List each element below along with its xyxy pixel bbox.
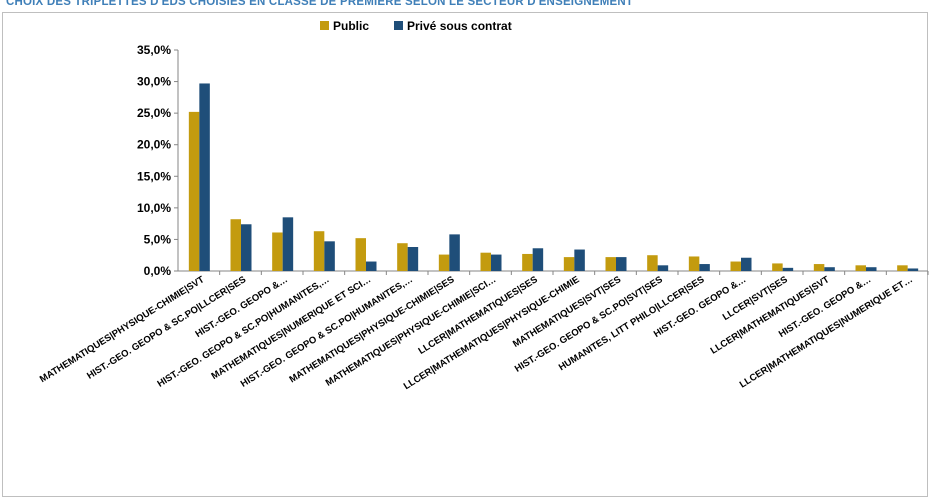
bar-prive-0 xyxy=(199,83,210,271)
bar-prive-14 xyxy=(782,267,794,271)
bar-public-7 xyxy=(480,252,491,271)
bar-prive-13 xyxy=(741,257,752,271)
bar-public-15 xyxy=(813,264,825,271)
bar-prive-5 xyxy=(407,247,419,271)
bar-public-2 xyxy=(272,232,283,271)
chart-frame xyxy=(2,12,928,497)
bar-prive-7 xyxy=(491,254,502,271)
bar-public-8 xyxy=(522,253,533,271)
legend-swatch-prive xyxy=(394,21,403,30)
bar-public-16 xyxy=(855,265,866,271)
bar-prive-3 xyxy=(324,241,335,271)
bar-public-12 xyxy=(688,256,700,271)
bar-public-1 xyxy=(230,219,241,271)
legend-label-public: Public xyxy=(333,19,369,33)
bar-public-14 xyxy=(772,263,783,271)
bar-prive-1 xyxy=(241,224,252,271)
bar-public-5 xyxy=(397,243,408,271)
bar-public-11 xyxy=(647,255,658,271)
bar-prive-2 xyxy=(282,217,294,271)
bar-public-13 xyxy=(730,261,741,271)
bar-public-0 xyxy=(188,111,200,271)
y-tick-label: 15,0% xyxy=(137,169,171,183)
bar-public-9 xyxy=(563,257,575,271)
bar-public-10 xyxy=(605,257,616,271)
bar-public-4 xyxy=(355,238,366,271)
y-tick-label: 10,0% xyxy=(137,201,171,215)
bar-public-17 xyxy=(897,265,908,271)
bar-prive-11 xyxy=(657,265,669,271)
bar-prive-17 xyxy=(907,268,919,271)
y-tick-label: 20,0% xyxy=(137,138,171,152)
legend-swatch-public xyxy=(320,21,329,30)
bar-prive-12 xyxy=(699,264,710,271)
y-tick-label: 30,0% xyxy=(137,75,171,89)
chart-title: CHOIX DES TRIPLETTES D'EDS CHOISIES EN C… xyxy=(6,0,634,8)
bar-public-3 xyxy=(313,231,325,271)
y-tick-label: 0,0% xyxy=(144,264,172,278)
bar-public-6 xyxy=(438,254,450,271)
bar-prive-8 xyxy=(532,248,544,271)
bar-prive-6 xyxy=(449,234,460,271)
y-tick-label: 25,0% xyxy=(137,106,171,120)
bar-prive-4 xyxy=(366,261,377,271)
bar-prive-9 xyxy=(574,249,585,271)
bar-prive-16 xyxy=(866,267,877,271)
y-tick-label: 35,0% xyxy=(137,43,171,57)
bar-prive-10 xyxy=(616,257,627,271)
y-tick-label: 5,0% xyxy=(144,232,172,246)
legend-label-prive: Privé sous contrat xyxy=(407,19,512,33)
bar-prive-15 xyxy=(824,267,835,271)
